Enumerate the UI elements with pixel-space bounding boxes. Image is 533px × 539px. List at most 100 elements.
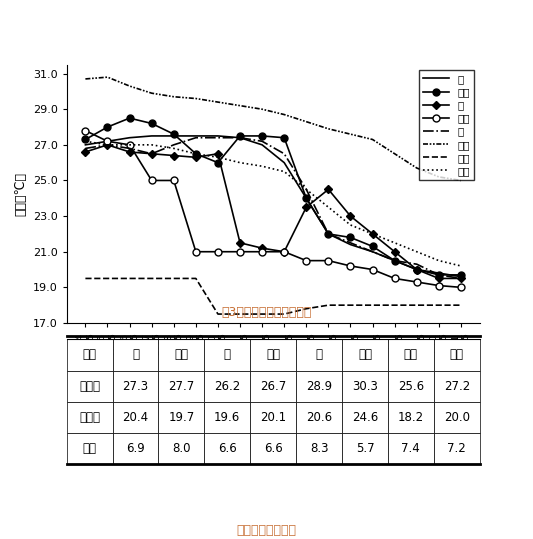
最高 — [458, 177, 464, 184]
下 — [458, 275, 464, 282]
最高 — [237, 102, 243, 109]
平均 — [325, 204, 332, 210]
中 — [215, 150, 221, 157]
平均 — [281, 168, 287, 175]
平均 — [259, 163, 265, 169]
平均 — [192, 150, 199, 157]
上 — [192, 133, 199, 139]
上 — [126, 135, 133, 141]
上 — [303, 195, 310, 202]
下 — [435, 272, 442, 278]
Text: 图3谷冷中温度随时间变化: 图3谷冷中温度随时间变化 — [221, 306, 312, 319]
最高 — [281, 112, 287, 118]
中上 — [303, 195, 310, 202]
中 — [369, 231, 376, 237]
最低 — [215, 311, 221, 317]
中上 — [259, 133, 265, 139]
最高 — [414, 165, 420, 171]
下 — [281, 150, 287, 157]
最低 — [104, 275, 111, 282]
上 — [348, 241, 354, 248]
中上 — [104, 124, 111, 130]
中下 — [414, 279, 420, 285]
中上 — [126, 115, 133, 121]
Line: 最高: 最高 — [85, 77, 461, 181]
下 — [237, 135, 243, 141]
最低 — [303, 306, 310, 312]
中下 — [192, 248, 199, 255]
中 — [126, 149, 133, 155]
中 — [192, 154, 199, 161]
上 — [149, 133, 155, 139]
中下 — [126, 142, 133, 148]
平均 — [126, 142, 133, 148]
最低 — [325, 302, 332, 308]
中上 — [149, 120, 155, 127]
中 — [391, 248, 398, 255]
下 — [391, 258, 398, 264]
上 — [215, 133, 221, 139]
中 — [303, 204, 310, 210]
最高 — [259, 106, 265, 113]
Line: 平均: 平均 — [85, 141, 461, 266]
最高 — [303, 119, 310, 125]
中下 — [303, 258, 310, 264]
下 — [414, 261, 420, 267]
中上 — [414, 266, 420, 273]
中下 — [259, 248, 265, 255]
中 — [237, 239, 243, 246]
上 — [82, 142, 88, 148]
中 — [104, 142, 111, 148]
平均 — [171, 145, 177, 151]
最低 — [192, 275, 199, 282]
最高 — [171, 93, 177, 100]
中下 — [369, 266, 376, 273]
中上 — [391, 258, 398, 264]
下 — [259, 138, 265, 144]
中下 — [237, 248, 243, 255]
上 — [281, 160, 287, 166]
中上 — [348, 234, 354, 241]
中上 — [435, 272, 442, 278]
最低 — [237, 311, 243, 317]
最低 — [414, 302, 420, 308]
最低 — [391, 302, 398, 308]
上 — [414, 266, 420, 273]
下 — [171, 142, 177, 148]
中 — [458, 275, 464, 282]
中 — [281, 248, 287, 255]
Legend: 上, 中上, 中, 中下, 下, 最高, 最低, 平均: 上, 中上, 中, 中下, 下, 最高, 最低, 平均 — [419, 70, 474, 180]
最低 — [458, 302, 464, 308]
中上 — [458, 272, 464, 278]
下 — [369, 248, 376, 255]
上 — [259, 142, 265, 148]
Text: 谷冷前后温度对照: 谷冷前后温度对照 — [237, 524, 296, 537]
平均 — [215, 154, 221, 161]
中下 — [348, 262, 354, 269]
平均 — [414, 248, 420, 255]
Line: 中: 中 — [83, 142, 464, 281]
Line: 中上: 中上 — [82, 115, 464, 278]
最低 — [171, 275, 177, 282]
中上 — [237, 133, 243, 139]
Y-axis label: 温度（℃）: 温度（℃） — [14, 172, 27, 216]
中下 — [435, 282, 442, 289]
Line: 中下: 中下 — [82, 127, 464, 291]
下 — [192, 135, 199, 141]
平均 — [104, 142, 111, 148]
中 — [325, 186, 332, 192]
上 — [104, 138, 111, 144]
最高 — [82, 75, 88, 82]
上 — [237, 135, 243, 141]
下 — [149, 150, 155, 157]
下 — [303, 186, 310, 192]
中上 — [369, 243, 376, 250]
中下 — [458, 284, 464, 291]
最低 — [435, 302, 442, 308]
中上 — [215, 160, 221, 166]
平均 — [82, 138, 88, 144]
下 — [126, 145, 133, 151]
Line: 最低: 最低 — [85, 279, 461, 314]
上 — [435, 270, 442, 277]
最低 — [126, 275, 133, 282]
